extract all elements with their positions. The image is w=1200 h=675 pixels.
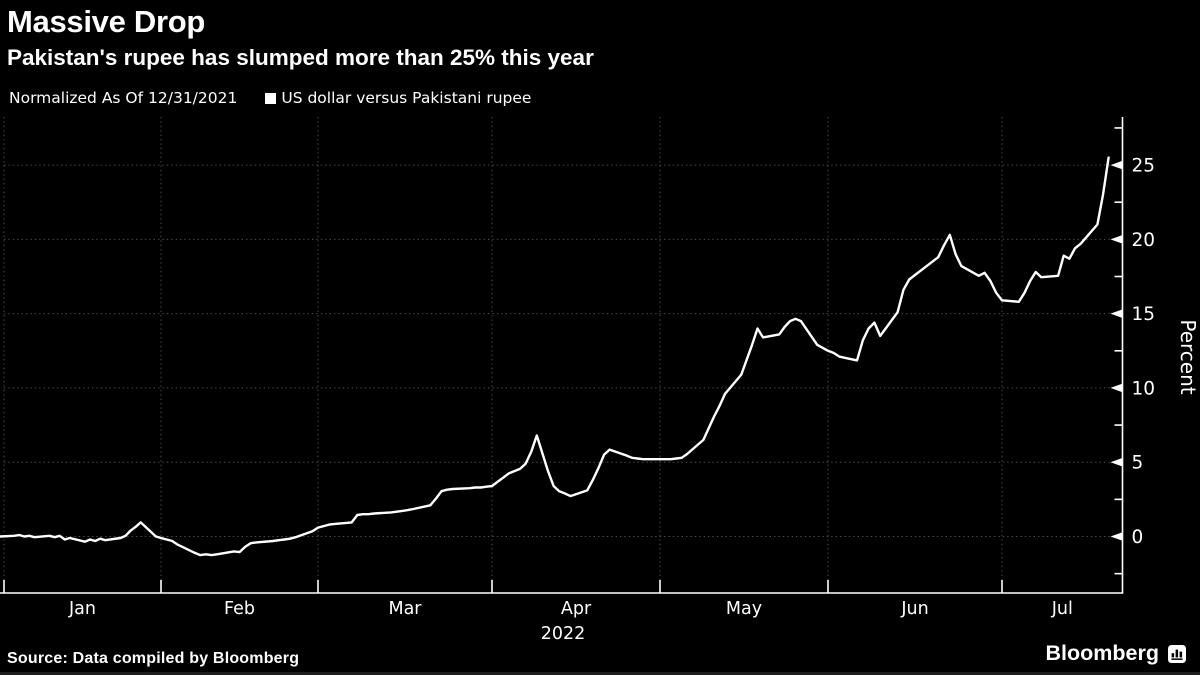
x-tick-label: Jul — [1051, 599, 1073, 619]
y-tick-label: 25 — [1132, 156, 1156, 177]
legend-note: Normalized As Of 12/31/2021 — [9, 89, 238, 107]
page-subtitle: Pakistan's rupee has slumped more than 2… — [7, 45, 594, 70]
bloomberg-brand: Bloomberg — [1046, 641, 1186, 666]
price-line — [0, 156, 1110, 557]
legend-item: US dollar versus Pakistani rupee — [265, 89, 531, 107]
bloomberg-logo-icon — [1168, 644, 1186, 663]
y-tick-labels: 0 5 10 15 20 25 — [1132, 156, 1156, 548]
x-tick-label: Feb — [224, 599, 255, 619]
y-tick-arrow-icon — [1110, 383, 1123, 393]
year-label: 2022 — [541, 624, 586, 644]
y-tick-arrow-icon — [1110, 532, 1123, 541]
axes — [0, 117, 1124, 594]
bottom-divider — [0, 672, 1200, 675]
x-tick-labels: Jan Feb Mar Apr May Jun Jul — [68, 599, 1073, 619]
y-tick-label: 10 — [1132, 378, 1156, 399]
y-tick-arrow-icon — [1110, 160, 1123, 170]
y-axis-major-ticks — [1110, 160, 1123, 541]
x-tick-label: Mar — [388, 599, 422, 619]
source-note: Source: Data compiled by Bloomberg — [7, 650, 300, 667]
legend-series-label: US dollar versus Pakistani rupee — [281, 89, 532, 107]
legend: Normalized As Of 12/31/2021 US dollar ve… — [9, 89, 531, 107]
x-tick-label: Apr — [561, 599, 592, 619]
x-tick-label: May — [726, 599, 762, 619]
brand-wordmark: Bloomberg — [1045, 641, 1159, 665]
y-tick-arrow-icon — [1110, 235, 1123, 244]
y-tick-label: 20 — [1132, 230, 1156, 251]
y-tick-arrow-icon — [1110, 309, 1123, 318]
y-tick-label: 5 — [1132, 453, 1144, 474]
y-tick-label: 15 — [1132, 304, 1156, 325]
gridlines — [3, 117, 1123, 593]
y-tick-arrow-icon — [1110, 457, 1123, 467]
y-axis-title: Percent — [1176, 319, 1200, 394]
y-tick-label: 0 — [1132, 527, 1144, 548]
page-title: Massive Drop — [7, 4, 205, 39]
x-tick-label: Jan — [68, 599, 96, 619]
series-swatch-icon — [265, 92, 277, 104]
x-tick-label: Jun — [900, 599, 928, 619]
